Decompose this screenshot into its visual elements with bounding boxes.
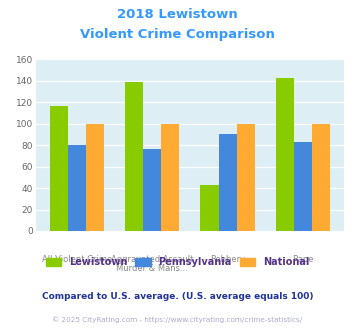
Bar bbox=[219, 134, 237, 231]
Bar bbox=[237, 124, 255, 231]
Legend: Lewistown, Pennsylvania, National: Lewistown, Pennsylvania, National bbox=[46, 257, 309, 267]
Text: Robbery: Robbery bbox=[210, 255, 245, 264]
Bar bbox=[68, 145, 86, 231]
Bar bbox=[125, 82, 143, 231]
Text: Rape: Rape bbox=[293, 255, 314, 264]
Bar bbox=[86, 124, 104, 231]
Text: 2018 Lewistown: 2018 Lewistown bbox=[117, 8, 238, 21]
Bar bbox=[50, 106, 68, 231]
Text: Violent Crime Comparison: Violent Crime Comparison bbox=[80, 28, 275, 41]
Bar bbox=[201, 185, 219, 231]
Text: Compared to U.S. average. (U.S. average equals 100): Compared to U.S. average. (U.S. average … bbox=[42, 292, 313, 301]
Text: © 2025 CityRating.com - https://www.cityrating.com/crime-statistics/: © 2025 CityRating.com - https://www.city… bbox=[53, 317, 302, 323]
Text: Murder & Mans...: Murder & Mans... bbox=[116, 264, 188, 273]
Bar bbox=[276, 78, 294, 231]
Bar bbox=[312, 124, 330, 231]
Text: All Violent Crime: All Violent Crime bbox=[42, 255, 112, 264]
Text: Aggravated Assault: Aggravated Assault bbox=[111, 255, 193, 264]
Bar bbox=[294, 142, 312, 231]
Bar bbox=[143, 149, 161, 231]
Bar bbox=[161, 124, 179, 231]
